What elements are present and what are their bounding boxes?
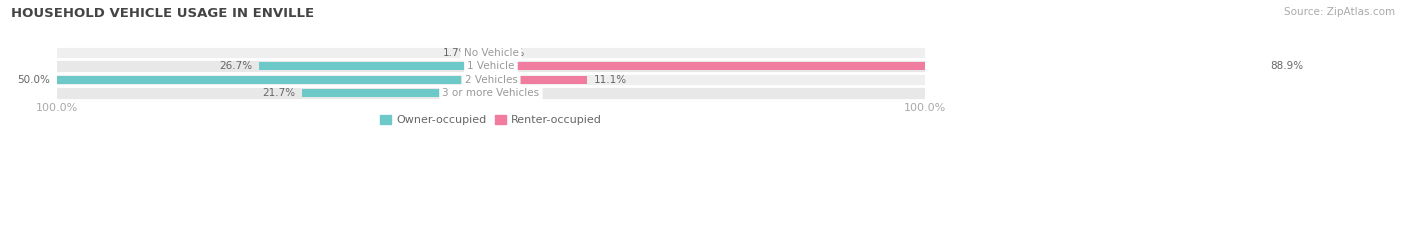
Text: 26.7%: 26.7%	[219, 61, 252, 71]
Text: 0.0%: 0.0%	[498, 88, 524, 98]
Bar	[302, 89, 491, 97]
Text: 21.7%: 21.7%	[263, 88, 295, 98]
Text: HOUSEHOLD VEHICLE USAGE IN ENVILLE: HOUSEHOLD VEHICLE USAGE IN ENVILLE	[11, 7, 315, 20]
Bar	[477, 48, 491, 57]
Bar	[56, 59, 925, 73]
Bar	[491, 62, 1263, 70]
Bar	[259, 62, 491, 70]
Bar	[56, 46, 925, 59]
Text: 3 or more Vehicles: 3 or more Vehicles	[443, 88, 540, 98]
Bar	[56, 75, 491, 84]
Text: No Vehicle: No Vehicle	[464, 48, 519, 58]
Text: 11.1%: 11.1%	[595, 75, 627, 85]
Legend: Owner-occupied, Renter-occupied: Owner-occupied, Renter-occupied	[375, 110, 606, 130]
Text: 88.9%: 88.9%	[1270, 61, 1303, 71]
Bar	[491, 75, 588, 84]
Text: Source: ZipAtlas.com: Source: ZipAtlas.com	[1284, 7, 1395, 17]
Text: 2 Vehicles: 2 Vehicles	[464, 75, 517, 85]
Bar	[56, 86, 925, 100]
Text: 0.0%: 0.0%	[498, 48, 524, 58]
Bar	[56, 73, 925, 86]
Text: 1.7%: 1.7%	[443, 48, 470, 58]
Text: 1 Vehicle: 1 Vehicle	[467, 61, 515, 71]
Text: 50.0%: 50.0%	[17, 75, 49, 85]
